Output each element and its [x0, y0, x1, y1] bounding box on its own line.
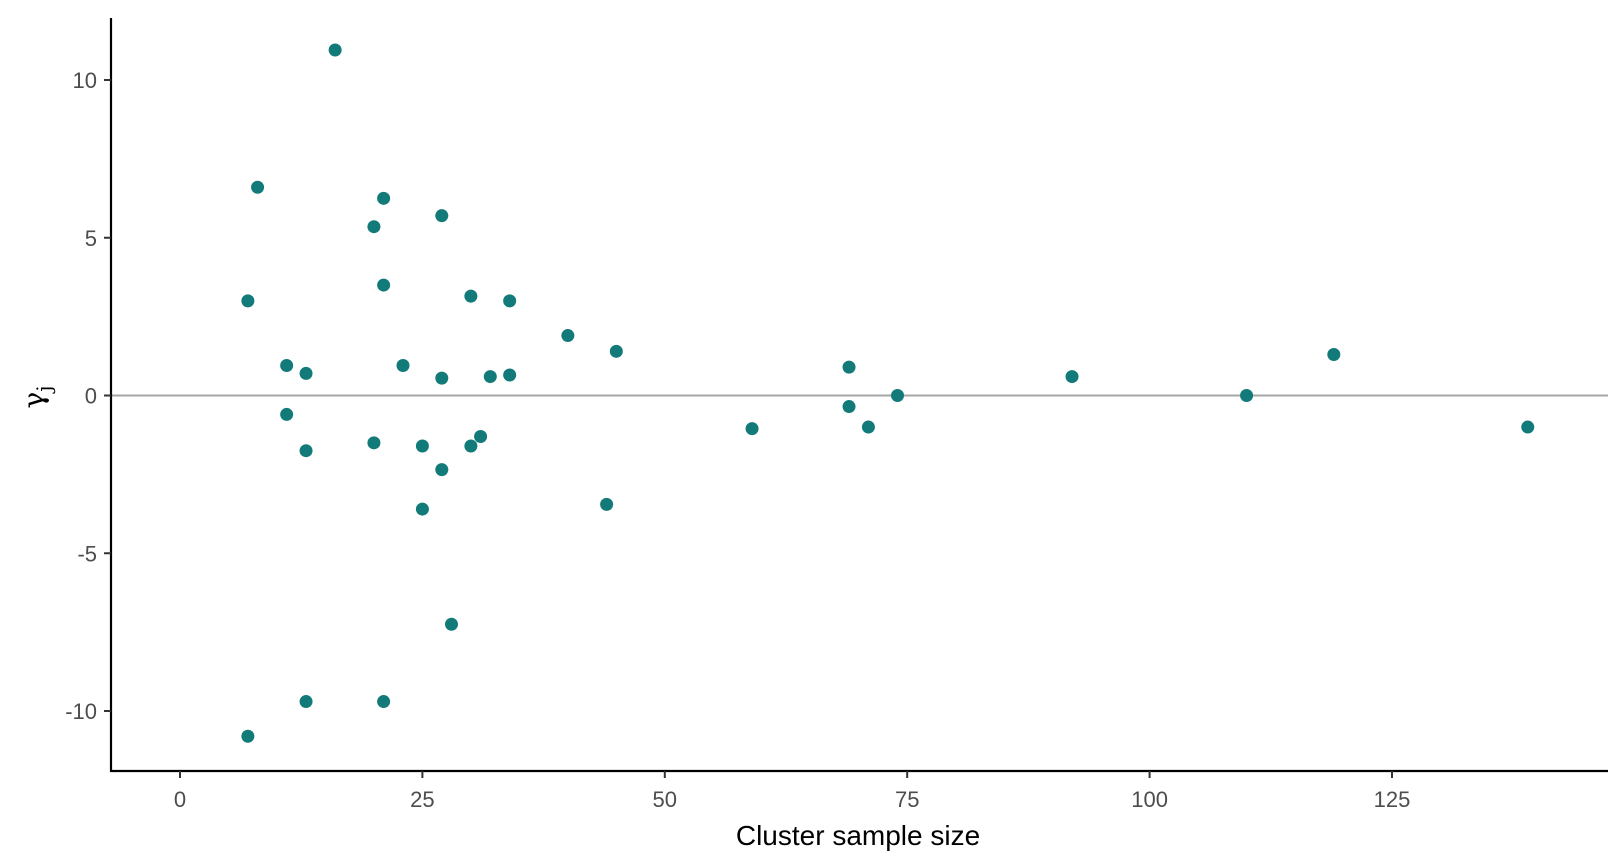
x-tick-label: 0: [174, 787, 186, 812]
y-tick-label: -10: [65, 699, 97, 724]
data-point: [1521, 420, 1535, 434]
data-point: [503, 368, 517, 382]
data-point: [474, 430, 488, 444]
y-axis-title: γj: [17, 386, 56, 409]
y-tick-label: 0: [85, 384, 97, 409]
data-point: [609, 344, 623, 358]
x-tick-label: 50: [653, 787, 677, 812]
y-tick-label: -5: [77, 541, 97, 566]
data-point: [280, 359, 294, 373]
y-axis-title-symbol: γ: [17, 392, 50, 409]
data-point: [241, 729, 255, 743]
data-point: [377, 191, 391, 205]
data-point: [435, 463, 449, 477]
data-point: [251, 180, 265, 194]
data-point: [377, 278, 391, 292]
data-point: [483, 370, 497, 384]
data-point: [1065, 370, 1079, 384]
data-point: [396, 359, 410, 373]
data-point: [377, 695, 391, 709]
data-point: [745, 422, 759, 436]
data-point: [600, 497, 614, 511]
data-point: [464, 289, 478, 303]
data-point: [367, 436, 381, 450]
data-point: [280, 407, 294, 421]
x-tick-label: 25: [410, 787, 434, 812]
data-point: [464, 439, 478, 453]
data-point: [891, 389, 905, 402]
x-tick-label: 100: [1131, 787, 1168, 812]
data-point: [415, 502, 429, 516]
x-tick-label: 125: [1374, 787, 1411, 812]
y-axis-title-subscript: j: [32, 386, 56, 394]
data-point: [842, 360, 856, 374]
data-point: [367, 220, 381, 234]
axes-layer: [104, 18, 1608, 778]
data-point: [299, 366, 313, 380]
data-point: [299, 444, 313, 458]
data-point: [444, 617, 458, 631]
data-point: [1240, 389, 1254, 402]
data-points-layer: [241, 43, 1535, 743]
y-tick-labels: -10 -5 0 5 10: [65, 68, 97, 724]
x-axis-title: Cluster sample size: [736, 820, 980, 851]
x-tick-label: 75: [895, 787, 919, 812]
data-point: [561, 329, 575, 343]
data-point: [328, 43, 342, 57]
x-tick-labels: 0 25 50 75 100 125: [174, 787, 1410, 812]
data-point: [1327, 347, 1341, 361]
data-point: [415, 439, 429, 453]
y-tick-label: 10: [73, 68, 97, 93]
data-point: [435, 209, 449, 223]
data-point: [435, 371, 449, 385]
data-point: [241, 294, 255, 308]
data-point: [842, 400, 856, 414]
data-point: [299, 695, 313, 709]
data-point: [861, 420, 875, 434]
y-tick-label: 5: [85, 226, 97, 251]
data-point: [503, 294, 517, 308]
